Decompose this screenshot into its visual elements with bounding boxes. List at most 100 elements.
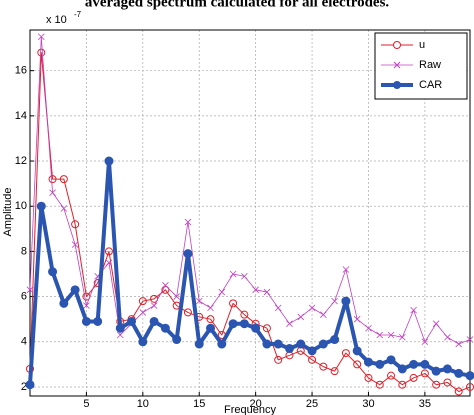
- marker: [443, 378, 452, 387]
- marker: [104, 247, 113, 256]
- y-tick-label: 8: [21, 245, 27, 257]
- marker: [183, 249, 193, 259]
- marker: [70, 285, 80, 295]
- marker: [455, 340, 463, 348]
- marker: [307, 346, 317, 356]
- marker: [375, 380, 384, 389]
- marker: [71, 220, 80, 229]
- marker: [173, 293, 180, 300]
- marker: [194, 339, 204, 349]
- x-tick-label: 30: [362, 398, 374, 410]
- marker: [93, 316, 103, 326]
- marker: [375, 359, 385, 369]
- legend-label: u: [419, 39, 425, 51]
- marker: [296, 339, 306, 349]
- marker: [353, 315, 361, 323]
- marker: [195, 297, 203, 305]
- chart-title: averaged spectrum calculated for all ele…: [85, 0, 390, 10]
- marker: [284, 344, 294, 354]
- legend-label: Raw: [419, 59, 441, 71]
- marker: [161, 285, 170, 294]
- marker: [386, 355, 396, 365]
- marker: [444, 333, 451, 341]
- x-axis-label: Frequency: [224, 404, 276, 415]
- legend-marker: [393, 81, 401, 89]
- marker: [37, 33, 45, 41]
- marker: [376, 331, 384, 339]
- marker: [274, 355, 283, 364]
- marker: [398, 380, 407, 389]
- y-tick-label: 10: [15, 200, 27, 212]
- y-tick-label: 6: [21, 290, 27, 302]
- marker: [466, 336, 474, 343]
- x-tick-label: 20: [250, 398, 262, 410]
- marker: [274, 304, 282, 312]
- marker: [184, 218, 192, 226]
- marker: [341, 349, 350, 358]
- x-tick-label: 35: [419, 398, 431, 410]
- marker: [320, 311, 327, 318]
- marker: [262, 324, 271, 333]
- marker: [229, 270, 237, 278]
- marker: [160, 323, 170, 333]
- marker: [25, 380, 35, 390]
- marker: [330, 367, 339, 376]
- legend-marker: [393, 41, 401, 49]
- marker: [431, 366, 441, 376]
- marker: [116, 331, 124, 339]
- x-tick-label: 25: [306, 398, 318, 410]
- marker: [421, 338, 429, 346]
- legend-box: [374, 32, 468, 100]
- marker: [262, 339, 272, 349]
- marker: [71, 241, 79, 248]
- marker: [252, 286, 259, 294]
- marker: [330, 335, 340, 345]
- marker: [138, 297, 147, 306]
- marker: [399, 333, 406, 341]
- marker: [420, 359, 430, 369]
- marker: [172, 335, 182, 345]
- marker: [297, 313, 305, 321]
- marker: [331, 297, 338, 305]
- marker: [59, 175, 68, 184]
- y-exponent-power: -7: [74, 10, 82, 19]
- marker: [286, 320, 293, 327]
- series-line: [28, 159, 471, 385]
- y-axis-label: Amplitude: [2, 188, 14, 237]
- marker: [397, 364, 407, 374]
- marker: [364, 373, 373, 382]
- marker: [127, 316, 137, 326]
- marker: [363, 357, 373, 367]
- marker: [410, 306, 417, 314]
- marker: [318, 339, 328, 349]
- marker: [341, 296, 351, 306]
- marker: [241, 272, 248, 280]
- y-tick-label: 2: [21, 381, 27, 393]
- marker: [409, 373, 418, 382]
- legend-label: CAR: [419, 79, 442, 91]
- marker: [48, 267, 58, 277]
- marker: [229, 299, 238, 308]
- marker: [183, 308, 192, 317]
- marker: [60, 205, 68, 212]
- marker: [138, 337, 148, 347]
- marker: [308, 304, 316, 312]
- marker: [59, 298, 69, 308]
- y-tick-label: 12: [15, 155, 27, 167]
- marker: [239, 319, 249, 329]
- marker: [115, 323, 125, 333]
- y-tick-label: 4: [21, 336, 27, 348]
- marker: [387, 331, 395, 339]
- marker: [319, 362, 328, 371]
- marker: [442, 364, 452, 374]
- marker: [308, 355, 317, 364]
- marker: [37, 48, 46, 57]
- marker: [365, 324, 372, 332]
- marker: [206, 323, 216, 333]
- marker: [105, 259, 113, 266]
- marker: [206, 315, 215, 324]
- marker: [228, 319, 238, 329]
- x-tick-label: 5: [83, 398, 89, 410]
- marker: [217, 339, 227, 349]
